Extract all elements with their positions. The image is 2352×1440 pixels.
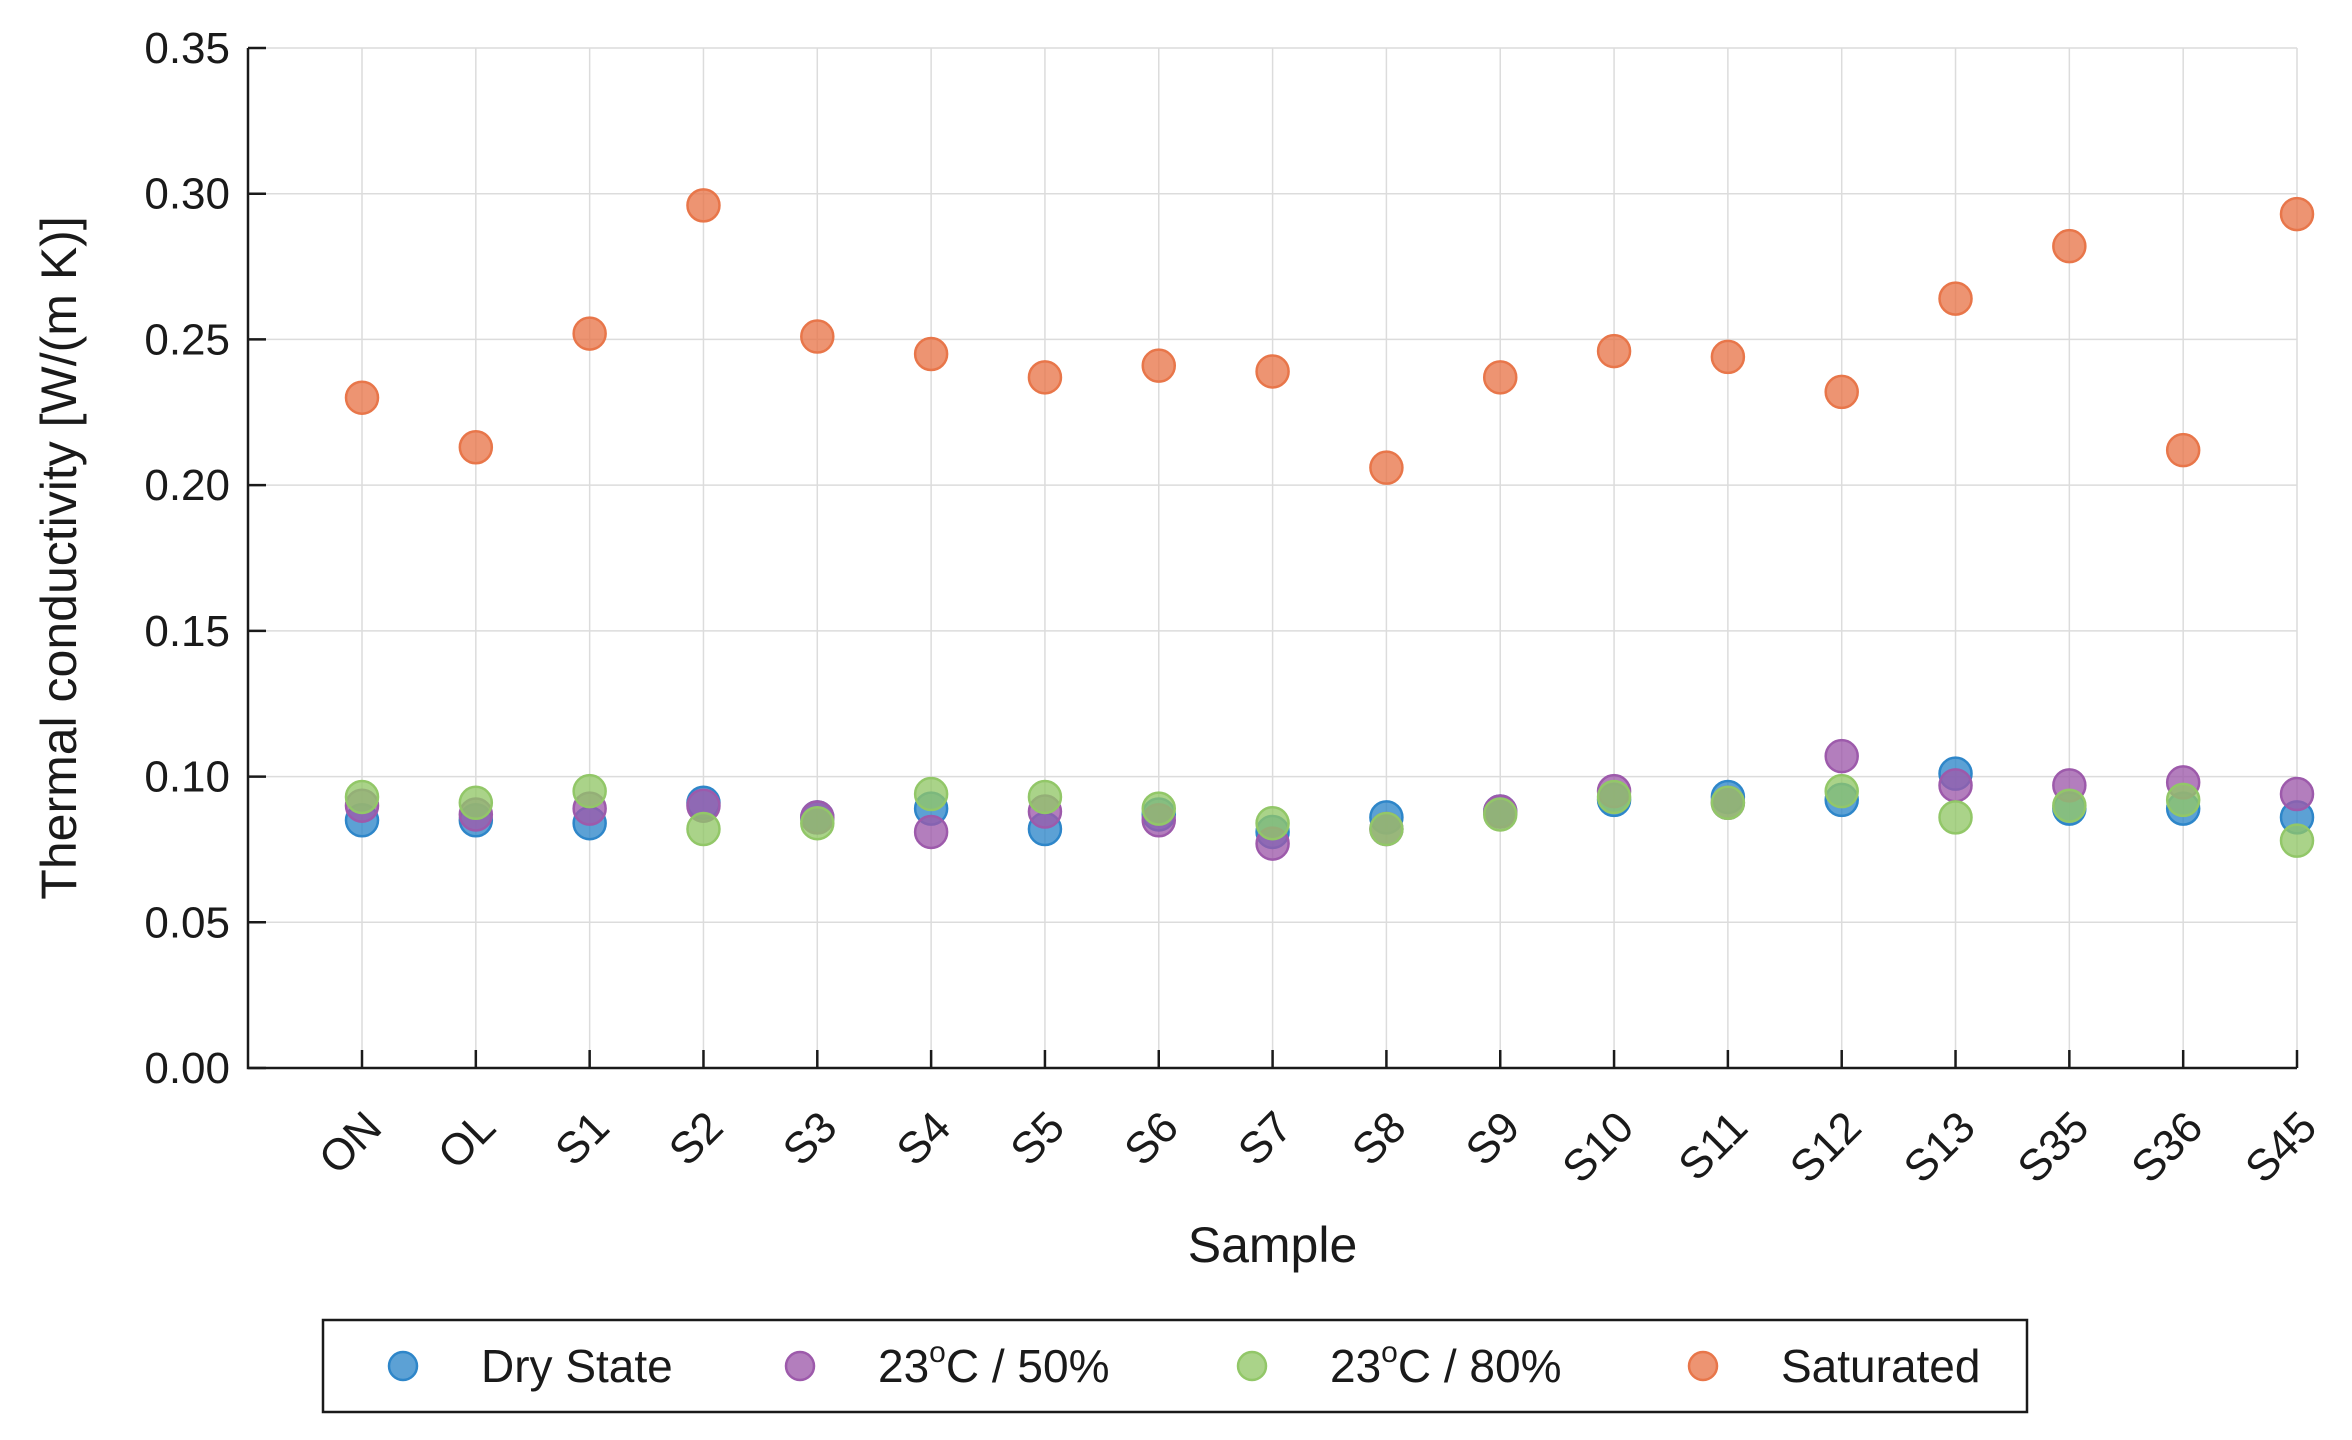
- x-axis-ticks: ON OL S1 S2 S3 S4 S5 S6 S7 S8 S9 S10 S11 S12 S13 S35 S36…: [310, 1050, 2326, 1192]
- y-tick-label: 0.05: [144, 898, 230, 947]
- x-tick-label: S11: [1669, 1102, 1757, 1190]
- data-point: [1938, 768, 1973, 803]
- data-point: [913, 336, 949, 372]
- data-point: [1824, 374, 1859, 410]
- data-point: [800, 319, 835, 354]
- x-tick-label: S3: [774, 1102, 847, 1175]
- y-tick-label: 0.20: [144, 461, 230, 510]
- data-point: [458, 430, 494, 465]
- x-tick-label: S7: [1229, 1102, 1302, 1175]
- legend-marker: [387, 1350, 419, 1382]
- y-tick-label: 0.15: [144, 607, 230, 656]
- data-point: [2052, 228, 2087, 264]
- data-point: [2165, 782, 2201, 818]
- data-point: [1369, 811, 1404, 847]
- legend-label: Dry State: [481, 1340, 673, 1392]
- data-point: [1141, 791, 1177, 826]
- legend-marker: [1687, 1350, 1719, 1382]
- data-point: [572, 316, 607, 351]
- x-tick-label: S13: [1895, 1102, 1985, 1192]
- data-point: [1027, 779, 1063, 815]
- data-point: [1141, 348, 1177, 383]
- data-point: [1710, 785, 1746, 821]
- data-point: [913, 814, 949, 850]
- x-tick-label: S6: [1115, 1102, 1188, 1175]
- data-point: [458, 785, 494, 821]
- y-tick-label: 0.00: [144, 1044, 230, 1093]
- x-tick-label: ON: [310, 1102, 391, 1183]
- data-point: [1027, 360, 1063, 395]
- data-point: [1482, 360, 1518, 395]
- data-point: [1710, 339, 1746, 375]
- x-tick-label: S9: [1457, 1102, 1530, 1175]
- y-tick-label: 0.10: [144, 753, 230, 802]
- y-tick-label: 0.25: [144, 315, 230, 364]
- y-axis-ticks: 0.00 0.05 0.10 0.15 0.20 0.25 0.30 0.35: [144, 24, 266, 1093]
- data-point: [1255, 805, 1290, 841]
- data-point: [1824, 738, 1859, 774]
- x-tick-label: S45: [2236, 1102, 2326, 1192]
- data-point: [2279, 776, 2315, 812]
- data-points: [344, 188, 2315, 861]
- x-axis-title: Sample: [1188, 1217, 1358, 1273]
- data-point: [1596, 779, 1632, 815]
- x-tick-label: S4: [887, 1102, 960, 1175]
- y-tick-label: 0.35: [144, 24, 230, 73]
- x-tick-label: S8: [1343, 1102, 1416, 1175]
- x-tick-label: S36: [2122, 1102, 2212, 1192]
- x-tick-label: S5: [1001, 1102, 1074, 1175]
- y-tick-label: 0.30: [144, 170, 230, 219]
- x-tick-label: S35: [2008, 1102, 2098, 1192]
- legend-label: 23oC / 80%: [1330, 1336, 1562, 1392]
- legend-marker: [784, 1350, 816, 1382]
- data-point: [1596, 333, 1632, 369]
- x-tick-label: S2: [660, 1102, 733, 1175]
- data-point: [800, 805, 835, 841]
- data-point: [2279, 823, 2315, 858]
- legend-marker: [1236, 1350, 1268, 1382]
- legend: Dry State 23oC / 50% 23oC / 80% Saturated: [321, 1318, 2029, 1414]
- data-point: [686, 811, 721, 847]
- x-tick-label: S1: [546, 1102, 619, 1175]
- data-point: [1938, 281, 1973, 316]
- data-point: [2165, 432, 2201, 468]
- data-point: [572, 773, 607, 809]
- x-tick-label: S10: [1553, 1102, 1643, 1192]
- data-point: [1482, 797, 1518, 832]
- legend-box: [321, 1318, 2029, 1414]
- legend-label: 23oC / 50%: [878, 1336, 1110, 1392]
- data-point: [1938, 800, 1973, 835]
- data-point: [1824, 773, 1859, 809]
- data-point: [913, 776, 949, 812]
- data-point: [1255, 354, 1290, 389]
- data-point: [2052, 788, 2087, 823]
- x-tick-label: OL: [429, 1102, 505, 1178]
- data-point: [686, 188, 721, 223]
- data-point: [1369, 450, 1404, 485]
- data-point: [2279, 196, 2315, 232]
- legend-label: Saturated: [1781, 1340, 1980, 1392]
- data-point: [344, 779, 380, 815]
- y-axis-title: Thermal conductivity [W/(m K)]: [31, 216, 87, 899]
- data-point: [344, 380, 380, 415]
- x-tick-label: S12: [1781, 1102, 1871, 1192]
- grid: [248, 47, 2298, 1068]
